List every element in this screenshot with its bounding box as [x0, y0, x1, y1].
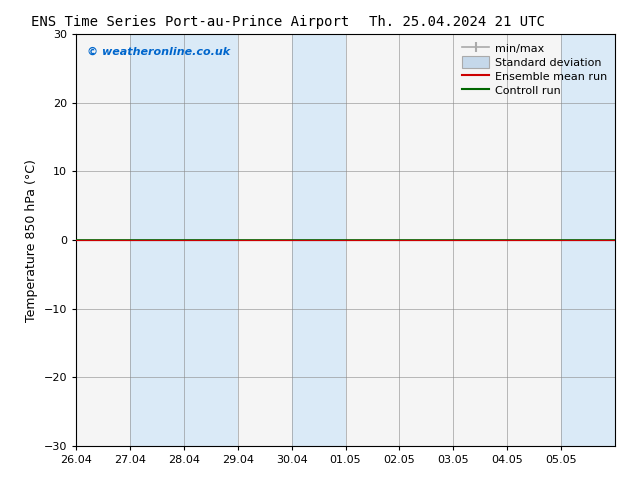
Text: © weatheronline.co.uk: © weatheronline.co.uk	[87, 47, 230, 57]
Text: ENS Time Series Port-au-Prince Airport: ENS Time Series Port-au-Prince Airport	[31, 15, 349, 29]
Text: Th. 25.04.2024 21 UTC: Th. 25.04.2024 21 UTC	[368, 15, 545, 29]
Bar	[184, 34, 238, 446]
Y-axis label: Temperature 850 hPa (°C): Temperature 850 hPa (°C)	[25, 159, 38, 321]
Bar	[561, 34, 615, 446]
Bar	[292, 34, 346, 446]
Bar	[130, 34, 184, 446]
Legend: min/max, Standard deviation, Ensemble mean run, Controll run: min/max, Standard deviation, Ensemble me…	[460, 40, 609, 98]
